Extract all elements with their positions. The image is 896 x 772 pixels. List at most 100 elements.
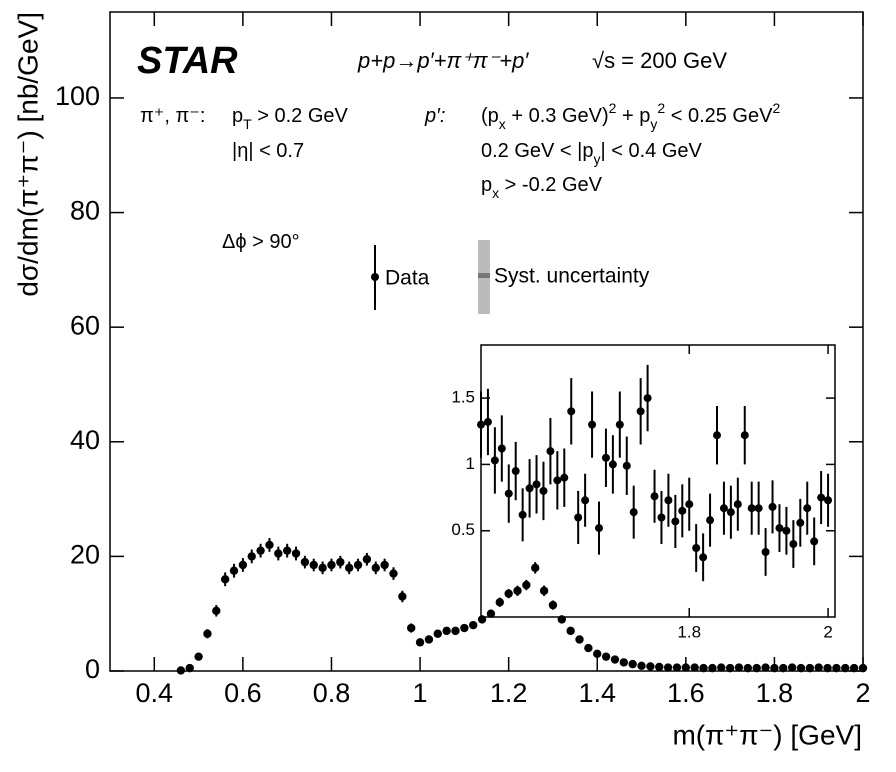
data-point [713,431,721,440]
data-point [504,589,513,598]
data-point [796,518,805,527]
data-point [708,663,717,673]
data-point [176,666,186,675]
y-axis-label: dσ/dm(π⁺π⁻) [nb/GeV] [12,12,43,297]
data-point [699,663,708,673]
data-point [318,563,327,573]
data-point [336,557,345,567]
data-point [805,663,815,673]
data-point [643,394,652,403]
data-point [238,560,248,570]
annotation-part: > 0.2 GeV [252,105,349,127]
data-point [362,555,372,564]
data-point [646,662,655,671]
data-point [513,586,522,595]
data-point [548,600,558,610]
data-point [490,456,499,465]
data-point [768,502,777,511]
data-point [220,575,230,584]
data-point [629,508,638,517]
data-point [518,510,527,519]
data-point [291,549,301,558]
annotation: √s = 200 GeV [592,48,727,73]
data-point [692,544,701,553]
x-tick-label: 1.8 [756,678,794,708]
data-point [717,663,726,672]
annotation: Δϕ > 90° [222,231,300,253]
data-point [424,635,434,644]
x-tick-label: 2 [823,622,832,641]
x-tick-label: 1.8 [677,622,701,641]
data-point [706,516,715,525]
data-point [442,626,451,636]
data-point [575,635,584,644]
data-point [841,663,850,673]
annotation-part: + p [616,105,650,127]
data-point [782,526,791,535]
y-tick-label: 1 [466,454,475,473]
data-point [858,663,868,673]
data-point [185,663,194,673]
data-point [761,547,770,556]
data-point [636,407,645,416]
annotation-part: STAR [137,40,238,82]
data-point [615,420,624,429]
data-point [229,566,239,575]
data-point [398,592,407,601]
annotation: (px + 0.3 GeV)2 + py2 < 0.25 GeV2 [481,100,780,132]
annotation-part: p [481,174,492,196]
data-point [796,663,806,673]
data-point [810,537,819,546]
annotation-part: 0.2 GeV < |p [481,140,594,162]
data-point [274,549,283,558]
data-point [690,663,699,672]
inset-plot: 1.8 2 0.5 1 1.5 [451,345,835,641]
data-point [327,560,336,570]
data-point [685,500,694,509]
data-point [460,623,469,633]
data-point [817,493,826,502]
y-tick-label: 0.5 [451,520,475,539]
data-point [344,563,354,573]
y-tick-label: 40 [70,425,100,455]
data-point [832,663,841,673]
data-point [504,489,513,498]
y-tick-label: 60 [70,310,100,340]
data-point [483,417,492,426]
data-point [593,649,602,659]
data-point [581,496,590,505]
annotation-part: Δϕ > 90° [222,231,300,253]
y-tick-label: 100 [55,81,100,111]
data-point [584,643,593,653]
data-point [725,663,735,673]
x-tick-label: 0.6 [224,678,262,708]
data-point [353,560,363,570]
data-point [787,663,797,672]
legend-marker [371,273,379,281]
x-tick-label: 0.4 [136,678,174,708]
data-point [671,517,680,526]
data-point [754,504,763,513]
data-point [770,663,779,673]
data-point [477,615,487,624]
data-point [734,663,744,672]
y-tick-label: 20 [70,540,100,570]
data-point [371,563,380,573]
data-point [525,484,534,493]
data-point [719,504,728,513]
data-point [309,560,318,570]
data-point [588,420,597,429]
data-point [601,652,611,661]
data-point [415,638,425,647]
data-point [256,546,265,555]
data-point [511,467,520,476]
data-point [469,620,478,630]
legend-syst-center [478,273,490,278]
annotation: |η| < 0.7 [232,140,304,162]
data-point [814,663,823,672]
data-point [497,444,506,453]
data-point [567,407,576,416]
data-point [743,663,753,673]
